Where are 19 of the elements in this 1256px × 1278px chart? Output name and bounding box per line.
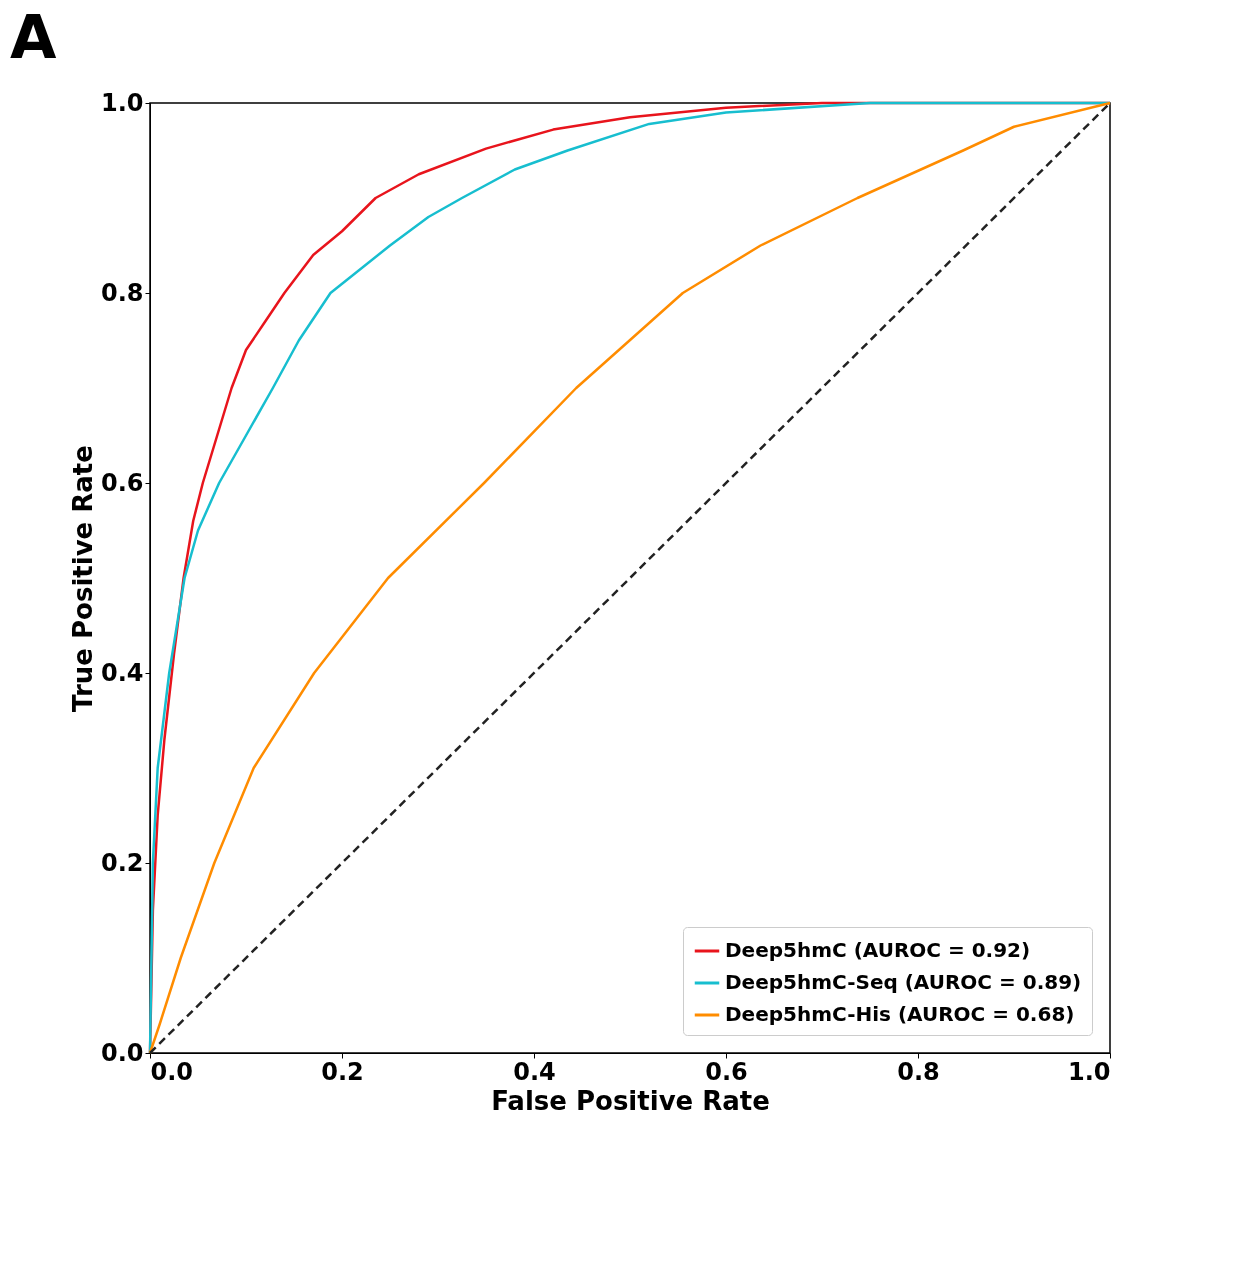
legend-label: Deep5hmC-His (AUROC = 0.68) <box>725 1002 1075 1026</box>
line-series <box>148 101 1112 1055</box>
y-tick-label: 0.8 <box>100 278 144 307</box>
y-tick-label: 0.0 <box>100 1038 144 1067</box>
x-tick-label: 0.4 <box>513 1057 556 1086</box>
x-tick-label: 0.6 <box>705 1057 748 1086</box>
y-tick-label: 0.4 <box>100 658 144 687</box>
x-axis-title: False Positive Rate <box>491 1085 770 1116</box>
y-tick-label: 1.0 <box>100 88 144 117</box>
y-axis-title: True Positive Rate <box>67 445 98 712</box>
legend-label: Deep5hmC-Seq (AUROC = 0.89) <box>725 970 1082 994</box>
legend-label: Deep5hmC (AUROC = 0.92) <box>725 938 1031 962</box>
y-tick-label: 0.2 <box>100 848 144 877</box>
chart-title: A <box>10 2 57 72</box>
y-tick-label: 0.6 <box>100 468 144 497</box>
x-tick-label: 0.2 <box>321 1057 364 1086</box>
x-tick-label: 1.0 <box>1067 1057 1111 1086</box>
x-tick-label: 0.0 <box>150 1057 194 1086</box>
x-tick-label: 0.8 <box>897 1057 940 1086</box>
